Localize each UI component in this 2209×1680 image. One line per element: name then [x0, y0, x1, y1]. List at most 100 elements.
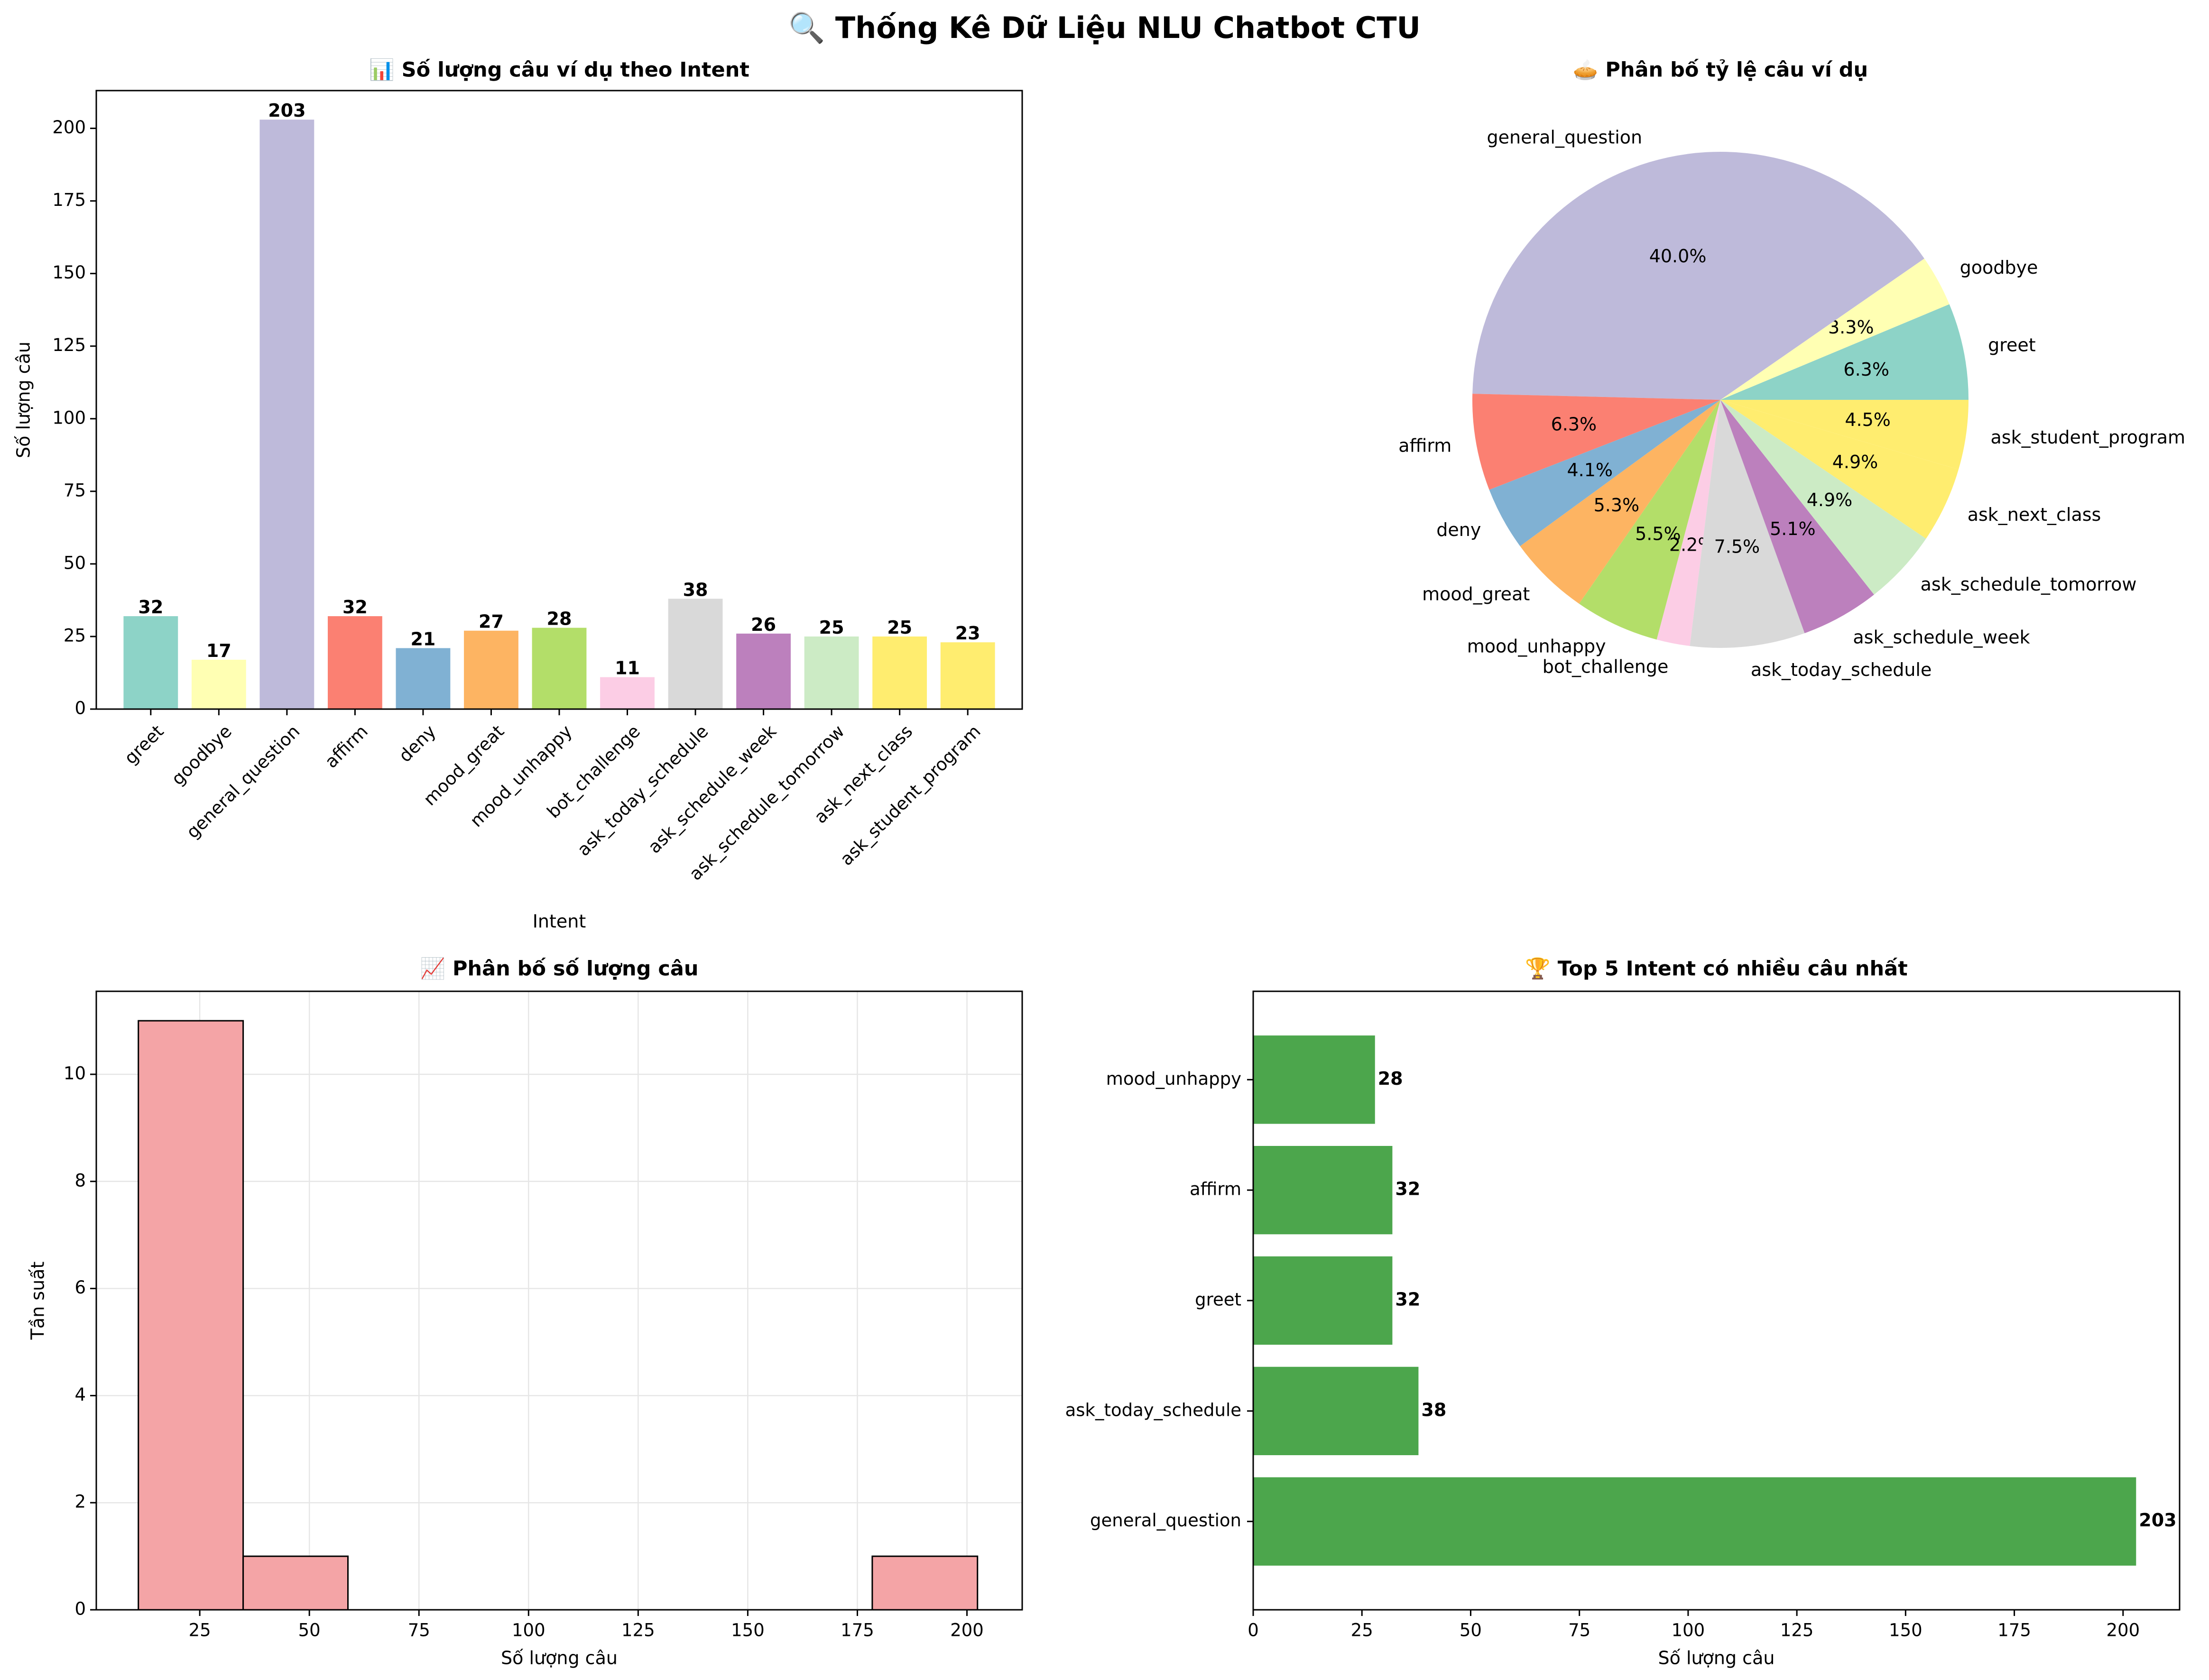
y-tick-label: general_question	[1090, 1510, 1241, 1531]
pie-slice-label: greet	[1988, 334, 2036, 355]
bar-value-label: 28	[1378, 1068, 1403, 1089]
x-tick-label: deny	[395, 721, 440, 766]
x-tick-label: 100	[1672, 1620, 1705, 1641]
y-tick-label: 2	[74, 1492, 86, 1512]
axes-frame	[1252, 990, 2181, 1611]
y-tick-label: 125	[52, 335, 86, 355]
hbar-mood_unhappy	[1253, 1035, 1375, 1124]
y-tick-label: 25	[64, 625, 86, 646]
hbar-ask_today_schedule	[1253, 1366, 1419, 1455]
bar-value-label: 25	[819, 617, 844, 638]
pie-slice-greet	[1720, 304, 1969, 400]
figure-title: 🔍 Thống Kê Dữ Liệu NLU Chatbot CTU	[788, 10, 1421, 45]
axes-frame	[95, 90, 1023, 710]
bar-value-label: 25	[887, 617, 912, 638]
y-tick-label: affirm	[1190, 1179, 1241, 1200]
x-tick-label: 75	[1568, 1620, 1590, 1641]
pie-slice-ask_today_schedule	[1690, 400, 1805, 648]
bar-value-label: 17	[206, 640, 231, 661]
bar-goodbye	[191, 659, 246, 709]
bar-value-label: 28	[547, 609, 572, 629]
bar-greet	[123, 616, 178, 709]
x-tick-label: 25	[1351, 1620, 1373, 1641]
y-tick-label: mood_unhappy	[1106, 1069, 1241, 1089]
bar-deny	[396, 648, 451, 709]
pie-slice-label: bot_challenge	[1543, 656, 1669, 677]
y-axis-label: Số lượng câu	[13, 342, 34, 458]
pie-slice-affirm	[1472, 394, 1720, 490]
y-tick-label: 200	[52, 117, 86, 138]
pie-pct-label: 40.0%	[1649, 246, 1707, 267]
x-tick-label: greet	[120, 721, 168, 768]
x-tick-label: 100	[512, 1620, 545, 1641]
x-tick-label: 175	[841, 1620, 874, 1641]
pie-slice-mood_unhappy	[1579, 400, 1720, 640]
y-tick-label: 0	[74, 698, 86, 719]
pie-slice-bot_challenge	[1656, 400, 1720, 646]
pie-pct-label: 5.3%	[1594, 495, 1640, 516]
y-tick-label: greet	[1195, 1290, 1241, 1310]
bar-value-label: 38	[1421, 1399, 1446, 1420]
hbar-greet	[1253, 1256, 1393, 1345]
hbar-general_question	[1253, 1477, 2136, 1566]
pie-slice-label: affirm	[1398, 435, 1451, 456]
x-tick-label: general_question	[183, 721, 304, 842]
bar-ask_schedule_tomorrow	[804, 636, 859, 709]
bar-value-label: 32	[342, 597, 368, 618]
bar-value-label: 21	[410, 628, 435, 649]
bar-value-label: 32	[1395, 1289, 1420, 1310]
pie-pct-label: 6.3%	[1843, 359, 1889, 380]
pie-pct-label: 3.3%	[1828, 317, 1874, 338]
pie-pct-label: 4.5%	[1845, 409, 1891, 430]
pie-pct-label: 6.3%	[1551, 414, 1597, 435]
x-tick-label: 200	[2106, 1620, 2140, 1641]
pie-slice-mood_great	[1520, 400, 1720, 604]
axes-frame	[95, 990, 1023, 1611]
bar-general_question	[259, 120, 314, 709]
chart-title: 📈 Phân bố số lượng câu	[420, 957, 698, 981]
pie-slice-ask_schedule_week	[1720, 400, 1874, 633]
y-axis-label: Tần suất	[28, 1262, 48, 1340]
pie-slice-ask_schedule_tomorrow	[1720, 400, 1926, 595]
pie-pct-label: 4.9%	[1807, 489, 1853, 510]
y-tick-label: 10	[64, 1063, 86, 1083]
x-tick-label: 75	[408, 1620, 430, 1641]
bar-value-label: 26	[751, 614, 776, 635]
y-tick-label: ask_today_schedule	[1065, 1400, 1241, 1420]
pie-slice-ask_next_class	[1720, 400, 1959, 539]
x-axis-label: Số lượng câu	[501, 1648, 618, 1669]
bar-mood_unhappy	[532, 628, 587, 709]
bar-ask_today_schedule	[668, 599, 723, 709]
bar-value-label: 32	[138, 597, 163, 618]
x-tick-label: affirm	[321, 721, 372, 772]
pie-pct-label: 4.9%	[1832, 452, 1878, 472]
pie-slice-deny	[1489, 400, 1720, 546]
pie-slice-general_question	[1472, 151, 1924, 400]
y-tick-label: 4	[74, 1385, 86, 1405]
pie-pct-label: 5.1%	[1770, 518, 1816, 539]
x-tick-label: 25	[189, 1620, 211, 1641]
bar-value-label: 27	[479, 611, 504, 632]
hbar-affirm	[1253, 1146, 1393, 1235]
y-tick-label: 6	[74, 1277, 86, 1298]
pie-slice-ask_student_program	[1720, 400, 1969, 470]
x-tick-label: 150	[731, 1620, 765, 1641]
pie-slice-label: deny	[1436, 519, 1481, 540]
bar-value-label: 38	[683, 579, 708, 600]
x-tick-label: 150	[1889, 1620, 1922, 1641]
pie-pct-label: 4.1%	[1567, 460, 1613, 480]
pie-slice-label: goodbye	[1960, 257, 2038, 278]
pie-slice-goodbye	[1720, 258, 1950, 400]
x-tick-label: ask_schedule_week	[644, 721, 781, 858]
x-tick-label: ask_today_schedule	[573, 721, 712, 860]
x-tick-label: 175	[1997, 1620, 2031, 1641]
x-tick-label: 50	[1460, 1620, 1482, 1641]
y-tick-label: 175	[52, 190, 86, 210]
histogram-bar	[138, 1020, 244, 1611]
bar-value-label: 203	[268, 100, 305, 121]
bar-mood_great	[464, 630, 518, 709]
bar-value-label: 11	[615, 658, 640, 679]
pie-slice-label: ask_student_program	[1990, 427, 2185, 448]
x-tick-label: 0	[1248, 1620, 1259, 1641]
